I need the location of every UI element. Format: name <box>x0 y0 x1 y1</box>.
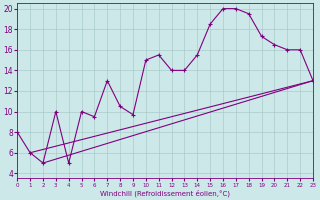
X-axis label: Windchill (Refroidissement éolien,°C): Windchill (Refroidissement éolien,°C) <box>100 189 230 197</box>
